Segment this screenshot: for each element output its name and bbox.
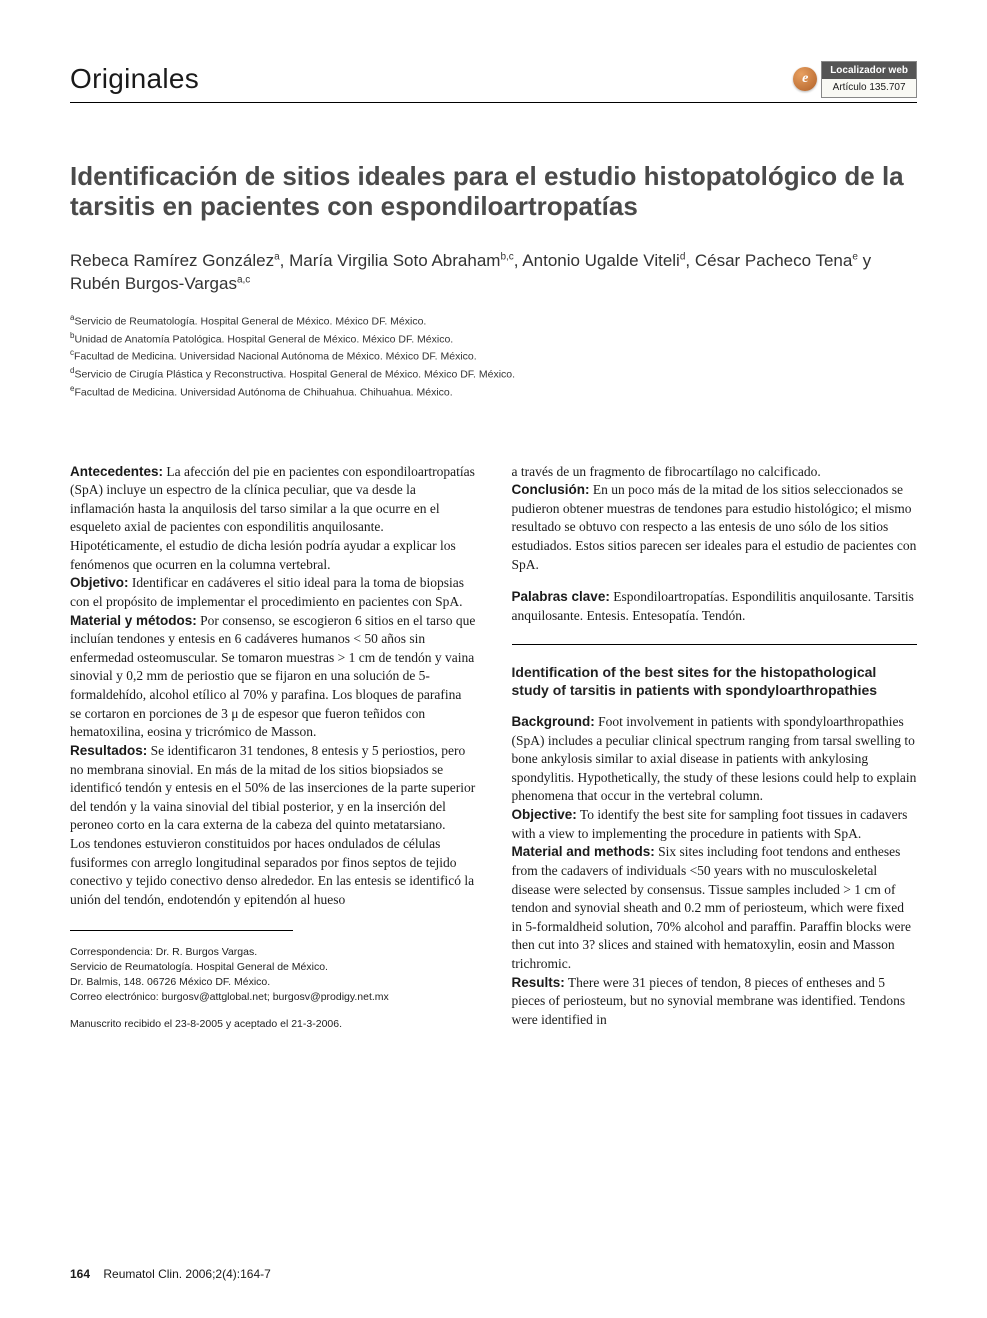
- affiliation-line: cFacultad de Medicina. Universidad Nacio…: [70, 347, 917, 365]
- page-number: 164: [70, 1267, 90, 1281]
- antecedentes-text: La afección del pie en pacientes con esp…: [70, 464, 475, 572]
- corr-line3: Dr. Balmis, 148. 06726 México DF. México…: [70, 975, 476, 990]
- affiliation-line: eFacultad de Medicina. Universidad Autón…: [70, 383, 917, 401]
- affiliation-line: bUnidad de Anatomía Patológica. Hospital…: [70, 330, 917, 348]
- manuscript-dates: Manuscrito recibido el 23-8-2005 y acept…: [70, 1017, 476, 1032]
- corr-email: Correo electrónico: burgosv@attglobal.ne…: [70, 990, 476, 1005]
- e-icon: e: [793, 67, 817, 91]
- left-column: Antecedentes: La afección del pie en pac…: [70, 463, 476, 1033]
- correspondence-block: Correspondencia: Dr. R. Burgos Vargas. S…: [70, 945, 476, 1033]
- material-en-text: Six sites including foot tendons and ent…: [512, 844, 912, 971]
- journal-citation: Reumatol Clin. 2006;2(4):164-7: [103, 1267, 270, 1281]
- results-en-label: Results:: [512, 975, 565, 990]
- material-en-label: Material and methods:: [512, 844, 655, 859]
- corr-email-label: Correo electrónico:: [70, 991, 159, 1003]
- abstract-english: Background: Foot involvement in patients…: [512, 713, 918, 1030]
- right-column: a través de un fragmento de fibrocartíla…: [512, 463, 918, 1033]
- locator-badge: Localizador web Artículo 135.707: [821, 61, 917, 98]
- two-column-body: Antecedentes: La afección del pie en pac…: [70, 463, 917, 1033]
- antecedentes-label: Antecedentes:: [70, 464, 163, 479]
- corr-emails: burgosv@attglobal.net; burgosv@prodigy.n…: [159, 991, 389, 1003]
- abstract-spanish-cont: a través de un fragmento de fibrocartíla…: [512, 463, 918, 626]
- section-heading: Originales: [70, 60, 199, 98]
- results-en-text: There were 31 pieces of tendon, 8 pieces…: [512, 975, 906, 1027]
- article-title: Identificación de sitios ideales para el…: [70, 161, 917, 222]
- page-footer: 164 Reumatol Clin. 2006;2(4):164-7: [70, 1266, 271, 1282]
- affiliation-line: aServicio de Reumatología. Hospital Gene…: [70, 312, 917, 330]
- abstract-spanish: Antecedentes: La afección del pie en pac…: [70, 463, 476, 910]
- corr-line1: Correspondencia: Dr. R. Burgos Vargas.: [70, 945, 476, 960]
- conclusion-label: Conclusión:: [512, 482, 590, 497]
- material-text: Por consenso, se escogieron 6 sitios en …: [70, 613, 475, 740]
- locator-prefix: Artículo: [833, 82, 867, 93]
- web-locator: e Localizador web Artículo 135.707: [793, 61, 917, 98]
- locator-number: 135.707: [869, 82, 905, 93]
- resultados-label: Resultados:: [70, 743, 147, 758]
- resultados-cont: a través de un fragmento de fibrocartíla…: [512, 463, 918, 482]
- material-label: Material y métodos:: [70, 613, 197, 628]
- background-label: Background:: [512, 714, 595, 729]
- affiliations: aServicio de Reumatología. Hospital Gene…: [70, 312, 917, 401]
- objetivo-label: Objetivo:: [70, 575, 129, 590]
- locator-label: Localizador web: [822, 62, 916, 80]
- keywords-label: Palabras clave:: [512, 589, 610, 604]
- divider-short: [70, 930, 293, 931]
- objetivo-text: Identificar en cadáveres el sitio ideal …: [70, 575, 464, 609]
- objective-label: Objective:: [512, 807, 577, 822]
- divider-full: [512, 644, 918, 645]
- locator-code: Artículo 135.707: [822, 79, 916, 97]
- english-title: Identification of the best sites for the…: [512, 663, 918, 699]
- page-header: Originales e Localizador web Artículo 13…: [70, 60, 917, 103]
- resultados-text: Se identificaron 31 tendones, 8 entesis …: [70, 743, 475, 907]
- authors-line: Rebeca Ramírez Gonzáleza, María Virgilia…: [70, 250, 917, 296]
- corr-line2: Servicio de Reumatología. Hospital Gener…: [70, 960, 476, 975]
- affiliation-line: dServicio de Cirugía Plástica y Reconstr…: [70, 365, 917, 383]
